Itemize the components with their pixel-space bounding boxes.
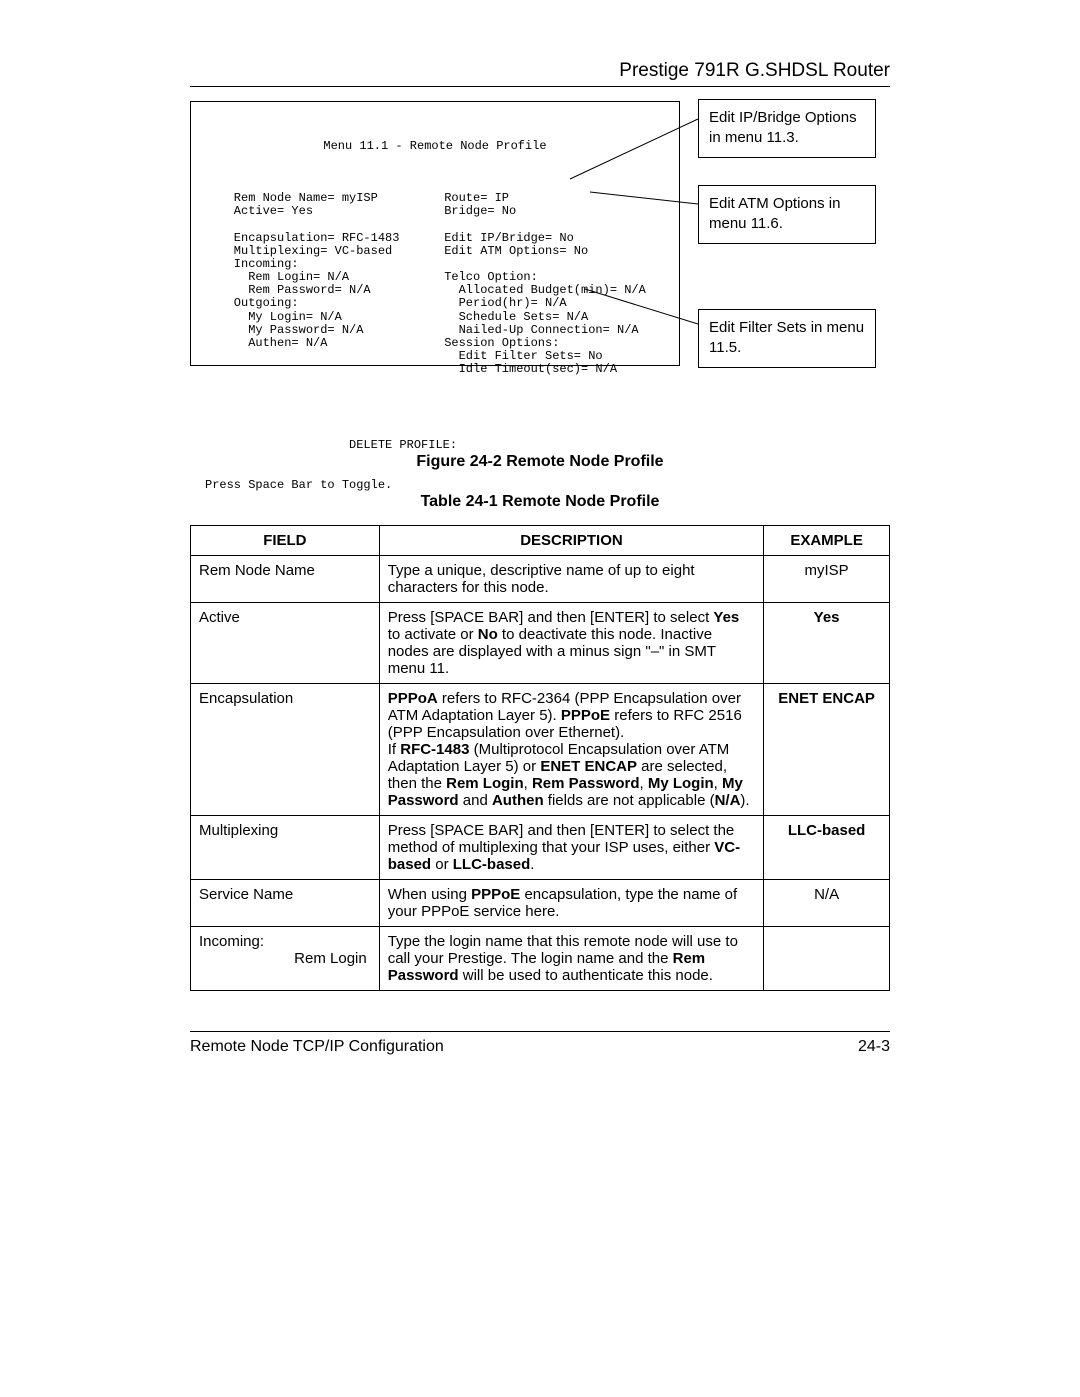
cell-field: Rem Node Name (191, 556, 380, 603)
table-row: Service NameWhen using PPPoE encapsulati… (191, 880, 890, 927)
table-row: EncapsulationPPPoA refers to RFC-2364 (P… (191, 684, 890, 816)
cell-example (764, 927, 890, 991)
callout-text: Edit Filter Sets in menu 11.5. (709, 319, 864, 356)
cell-field: Active (191, 603, 380, 684)
terminal-col1: Rem Node Name= myISP Active= Yes Encapsu… (205, 192, 444, 377)
table-body: Rem Node NameType a unique, descriptive … (191, 556, 890, 991)
page-header: Prestige 791R G.SHDSL Router (190, 60, 890, 87)
callout-atm: Edit ATM Options in menu 11.6. (698, 185, 876, 244)
header-title: Prestige 791R G.SHDSL Router (619, 60, 890, 81)
table-row: Incoming:Rem LoginType the login name th… (191, 927, 890, 991)
cell-description: Press [SPACE BAR] and then [ENTER] to se… (379, 603, 763, 684)
th-field: FIELD (191, 526, 380, 556)
callout-text: Edit ATM Options in menu 11.6. (709, 195, 840, 232)
table-row: ActivePress [SPACE BAR] and then [ENTER]… (191, 603, 890, 684)
callout-filter: Edit Filter Sets in menu 11.5. (698, 309, 876, 368)
table-row: Rem Node NameType a unique, descriptive … (191, 556, 890, 603)
cell-field: Multiplexing (191, 816, 380, 880)
cell-example: ENET ENCAP (764, 684, 890, 816)
footer-right: 24-3 (858, 1038, 890, 1056)
terminal-delete-line: DELETE PROFILE: (205, 439, 665, 452)
terminal-title: Menu 11.1 - Remote Node Profile (205, 140, 665, 153)
document-page: Prestige 791R G.SHDSL Router Menu 11.1 -… (0, 0, 1080, 1116)
remote-node-table: FIELD DESCRIPTION EXAMPLE Rem Node NameT… (190, 525, 890, 991)
cell-field: Service Name (191, 880, 380, 927)
cell-example: N/A (764, 880, 890, 927)
terminal-col2: Route= IP Bridge= No Edit IP/Bridge= No … (444, 192, 665, 377)
cell-description: Type a unique, descriptive name of up to… (379, 556, 763, 603)
th-example: EXAMPLE (764, 526, 890, 556)
footer-left: Remote Node TCP/IP Configuration (190, 1038, 444, 1056)
cell-field: Incoming:Rem Login (191, 927, 380, 991)
cell-field: Encapsulation (191, 684, 380, 816)
diagram-area: Menu 11.1 - Remote Node Profile Rem Node… (190, 99, 890, 439)
cell-example: myISP (764, 556, 890, 603)
page-footer: Remote Node TCP/IP Configuration 24-3 (190, 1031, 890, 1056)
table-row: MultiplexingPress [SPACE BAR] and then [… (191, 816, 890, 880)
cell-example: Yes (764, 603, 890, 684)
th-description: DESCRIPTION (379, 526, 763, 556)
terminal-window: Menu 11.1 - Remote Node Profile Rem Node… (190, 101, 680, 366)
cell-example: LLC-based (764, 816, 890, 880)
terminal-footer-line: Press Space Bar to Toggle. (205, 479, 665, 492)
callout-text: Edit IP/Bridge Options in menu 11.3. (709, 109, 857, 146)
cell-description: Press [SPACE BAR] and then [ENTER] to se… (379, 816, 763, 880)
cell-description: Type the login name that this remote nod… (379, 927, 763, 991)
table-header-row: FIELD DESCRIPTION EXAMPLE (191, 526, 890, 556)
cell-description: When using PPPoE encapsulation, type the… (379, 880, 763, 927)
cell-description: PPPoA refers to RFC-2364 (PPP Encapsulat… (379, 684, 763, 816)
callout-ip-bridge: Edit IP/Bridge Options in menu 11.3. (698, 99, 876, 158)
